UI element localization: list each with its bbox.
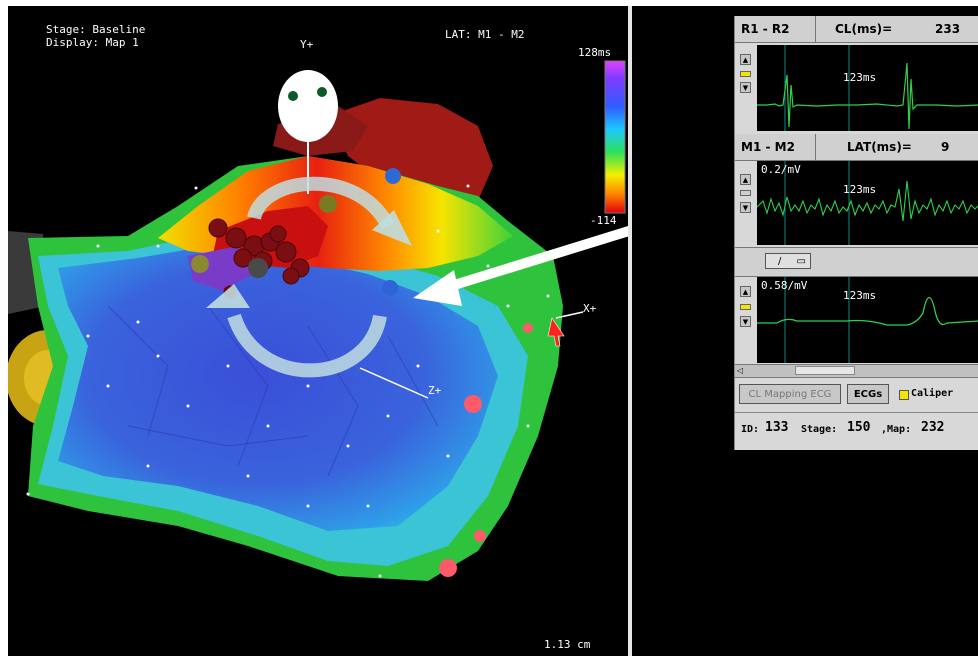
channel1-time-label: 123ms — [843, 71, 877, 84]
caliper-label: Caliper — [911, 388, 954, 399]
channel2-metric-value: 9 — [941, 140, 950, 154]
channel3-time-label: 123ms — [843, 289, 877, 302]
channel3-trace[interactable]: 0.58/mV 123ms — [757, 277, 978, 363]
channel1-header: R1 - R2 CL(ms)= 233 — [735, 16, 978, 43]
caliper-checkbox[interactable] — [899, 390, 909, 400]
channel1-waveform — [757, 45, 978, 131]
lat-label: LAT: M1 - M2 — [445, 28, 525, 41]
ecg-panel: R1 - R2 CL(ms)= 233 ▲ ▼ 123ms M1 - M2 LA… — [734, 16, 978, 450]
scrollbar-thumb[interactable] — [795, 366, 855, 375]
channel1-trace[interactable]: 123ms — [757, 45, 978, 131]
channel3-gain-label: 0.58/mV — [761, 279, 808, 292]
footer-stage-label: Stage: — [801, 424, 838, 435]
channel1-color-swatch[interactable] — [740, 71, 751, 77]
electroanatomic-map-viewport[interactable]: Stage: Baseline Display: Map 1 LAT: M1 -… — [8, 6, 628, 656]
scroll-left-icon[interactable]: ◁ — [737, 366, 744, 375]
id-value: 133 — [765, 420, 789, 435]
dropdown-icon: ▭ — [796, 256, 806, 267]
channel1-scroll-up-button[interactable]: ▲ — [740, 54, 751, 65]
colorbar-max-label: 128ms — [578, 46, 612, 59]
view-divider[interactable] — [628, 6, 632, 656]
scale-label: 1.13 cm — [544, 638, 591, 651]
display-label: Display: Map 1 — [46, 36, 139, 49]
channel3-waveform — [757, 277, 978, 363]
channel1-scroll-down-button[interactable]: ▼ — [740, 82, 751, 93]
channel2-waveform — [757, 161, 978, 245]
channel2-gain-label: 0.2/mV — [761, 163, 801, 176]
channel3-color-swatch[interactable] — [740, 304, 751, 310]
trace-scrollbar[interactable]: ◁ — [735, 364, 978, 378]
stage-label: Stage: Baseline — [46, 23, 146, 36]
map-value: 232 — [921, 420, 945, 435]
axis-x-label: X+ — [583, 302, 597, 315]
channel2-name: M1 - M2 — [741, 140, 795, 154]
channel1-metric-value: 233 — [935, 22, 961, 36]
channel1-name: R1 - R2 — [741, 22, 790, 36]
channel3-selector-value: / — [778, 256, 782, 267]
axis-y-label: Y+ — [300, 38, 314, 51]
channel2-metric-label: LAT(ms)= — [847, 140, 912, 154]
channel2-scroll-down-button[interactable]: ▼ — [740, 202, 751, 213]
footer-stage-value: 150 — [847, 420, 870, 435]
footer-id-label: ID: — [741, 424, 760, 435]
channel2-scroll-up-button[interactable]: ▲ — [740, 174, 751, 185]
footer-map-label: ,Map: — [881, 424, 912, 435]
footer-id-value: 133 — [765, 420, 788, 435]
channel1-metric-label: CL(ms)= — [835, 22, 893, 36]
header-divider — [815, 16, 816, 42]
channel2-color-swatch[interactable] — [740, 190, 751, 196]
channel2-time-label: 123ms — [843, 183, 877, 196]
channel2-trace[interactable]: 0.2/mV 123ms — [757, 161, 978, 245]
heart-chamber-mesh — [8, 60, 628, 581]
footer-map-value: 232 — [921, 420, 944, 435]
channel3-scroll-down-button[interactable]: ▼ — [740, 316, 751, 327]
header-divider — [815, 134, 816, 160]
channel3-selector[interactable]: / ▭ — [765, 253, 811, 269]
stage-value: 150 — [847, 420, 871, 435]
ecgs-button[interactable]: ECGs — [847, 384, 889, 404]
channel2-header: M1 - M2 LAT(ms)= 9 — [735, 134, 978, 161]
axis-z-label: Z+ — [428, 384, 442, 397]
footer-divider — [735, 412, 978, 413]
channel3-toolbar: / ▭ — [735, 247, 978, 277]
channel3-scroll-up-button[interactable]: ▲ — [740, 286, 751, 297]
colorbar-min-label: -114 — [590, 214, 617, 227]
cl-mapping-ecg-button[interactable]: CL Mapping ECG — [739, 384, 841, 404]
